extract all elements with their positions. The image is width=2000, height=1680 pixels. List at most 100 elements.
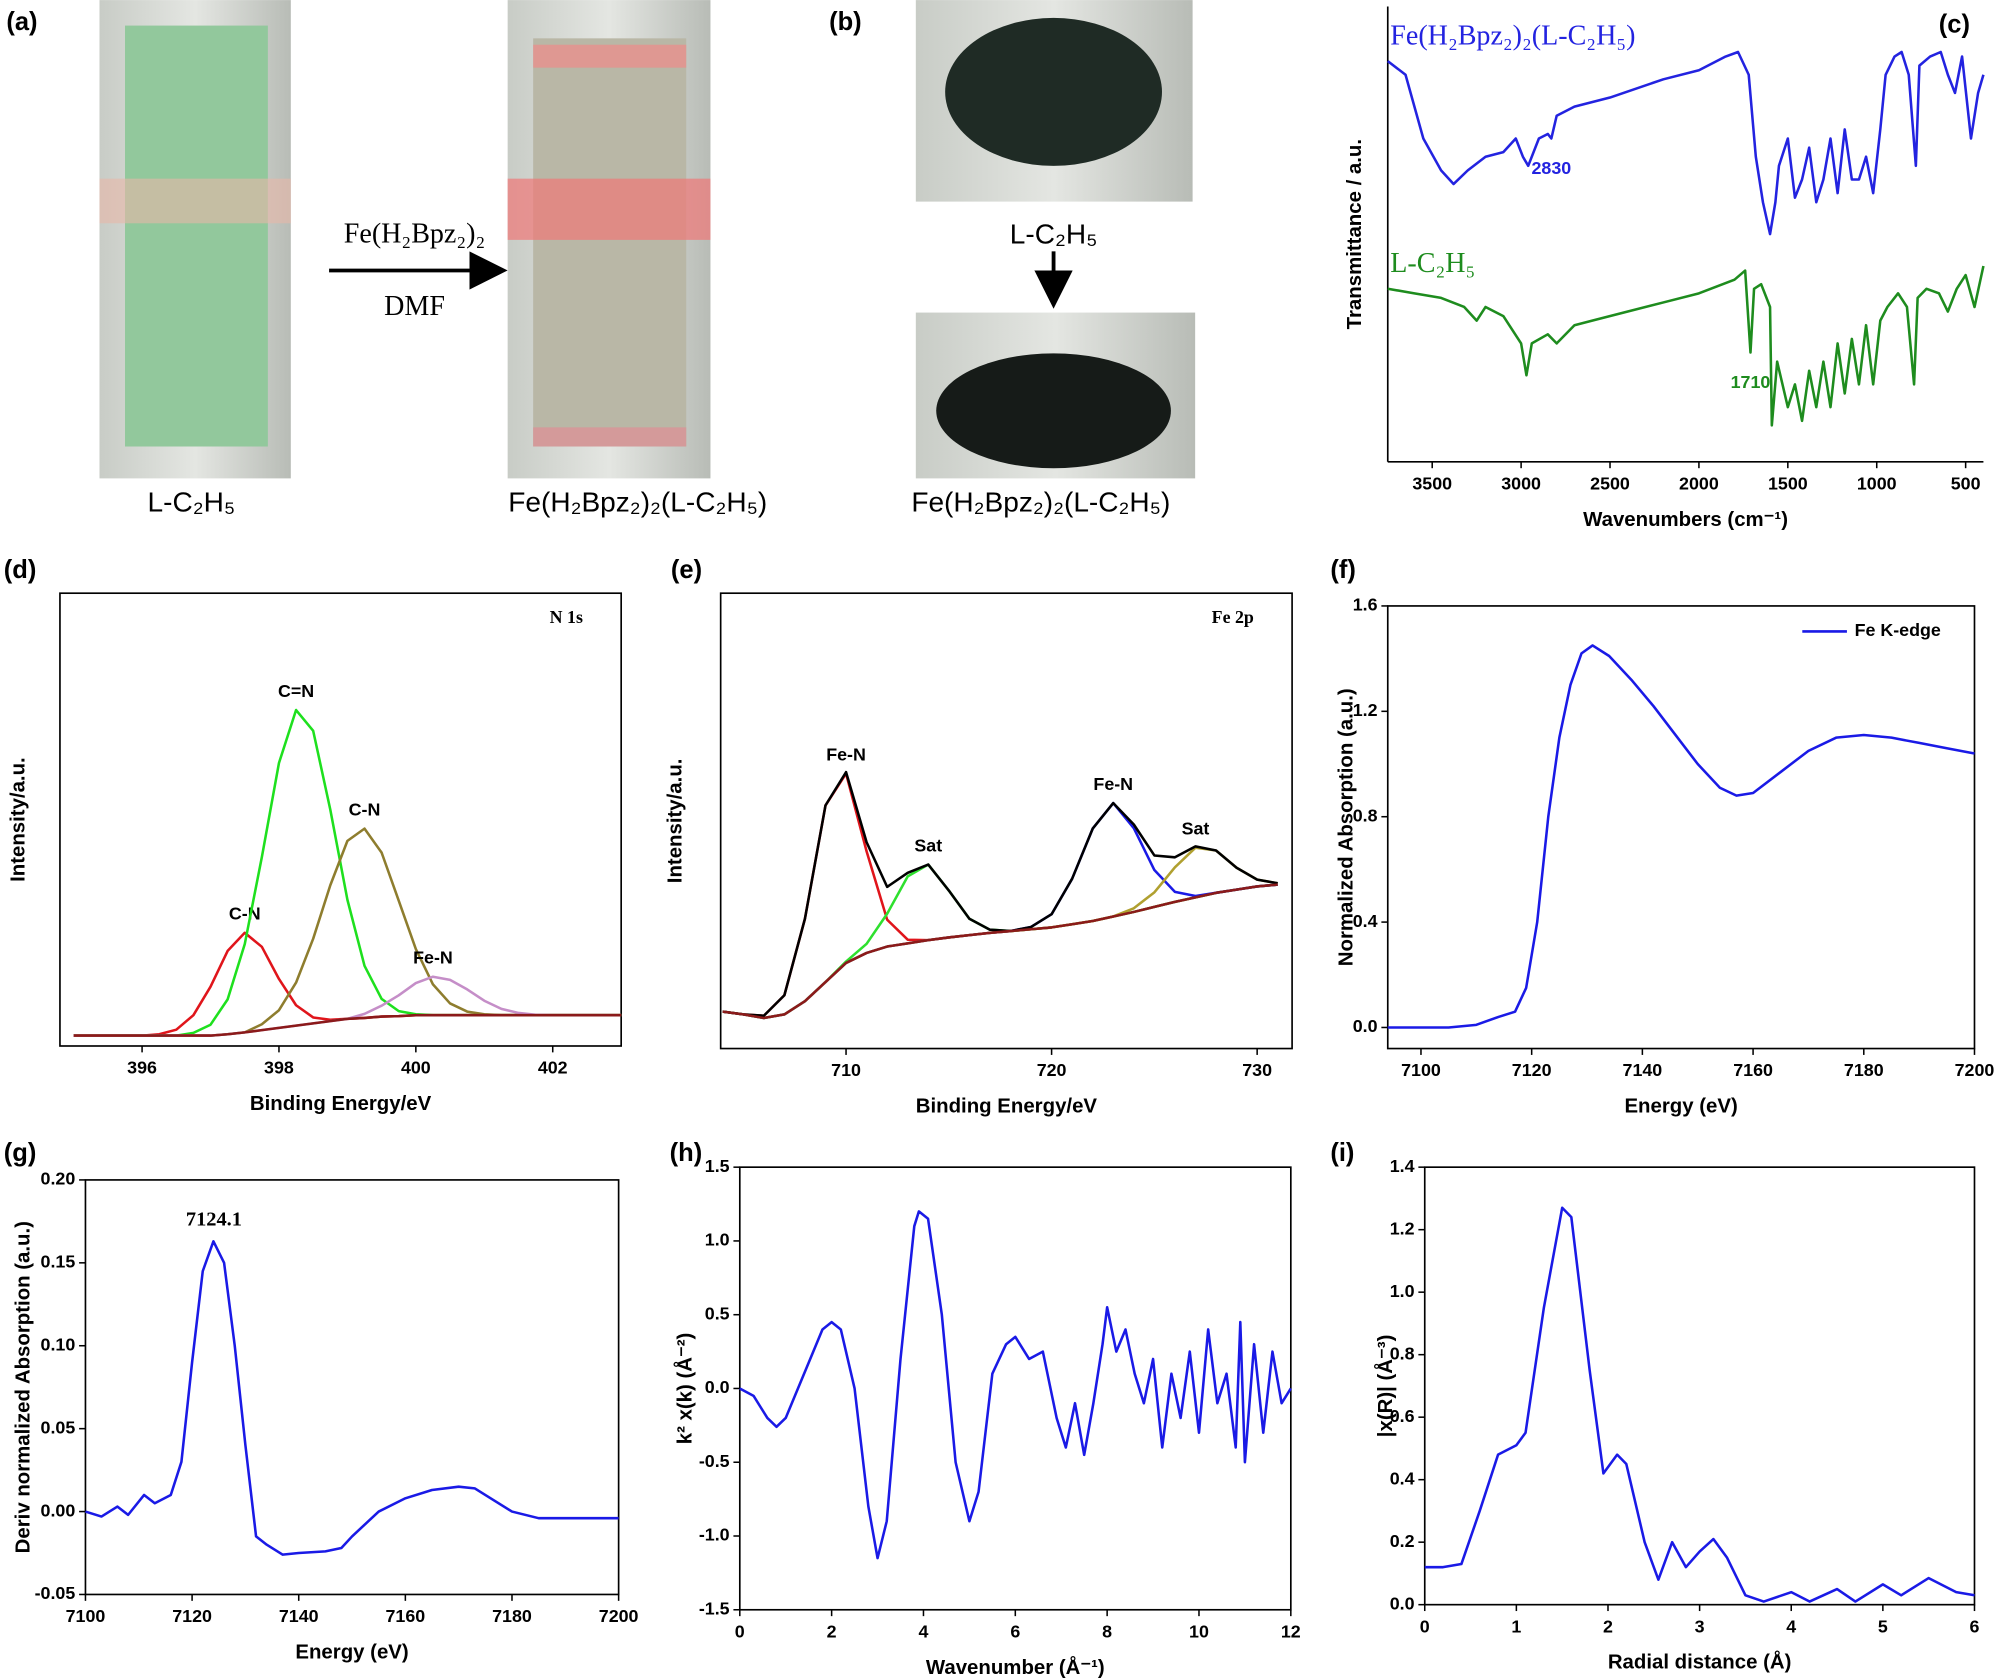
x-axis-title: Wavenumbers (cm⁻¹) (1583, 509, 1788, 531)
x-tick-label: 7180 (492, 1606, 532, 1626)
series-line (1387, 265, 1985, 427)
legend-label: L-C₂H₅ (1390, 248, 1475, 279)
x-tick-label: 10 (1189, 1621, 1209, 1641)
series-line (73, 931, 622, 1037)
peak-label: Sat (1182, 819, 1210, 839)
x-axis-title: Binding Energy/eV (916, 1096, 1098, 1118)
x-tick-label: 3500 (1412, 473, 1452, 493)
peak-label: Fe-N (826, 744, 866, 764)
peak-label: C-N (229, 904, 261, 924)
x-tick-label: 500 (1951, 473, 1981, 493)
x-tick-label: 7200 (599, 1606, 639, 1626)
series-line (73, 975, 622, 1037)
y-tick-label: 0.2 (1390, 1531, 1415, 1551)
x-axis-title: Binding Energy/eV (250, 1093, 432, 1115)
x-axis-title: Energy (eV) (1624, 1096, 1737, 1118)
solvent: DMF (384, 291, 445, 322)
y-tick-label: -1.0 (699, 1525, 730, 1545)
caption: L-C₂H₅ (148, 486, 236, 517)
x-tick-label: 7100 (66, 1606, 106, 1626)
x-tick-label: 400 (401, 1058, 431, 1078)
y-tick-label: 0.15 (41, 1252, 76, 1272)
x-tick-label: 7120 (172, 1606, 212, 1626)
y-tick-label: 0.10 (41, 1334, 76, 1354)
laser-beam (507, 178, 711, 240)
panel-label: (d) (4, 556, 37, 584)
caption: Fe(H₂Bpz₂)₂(L-C₂H₅) (911, 486, 1170, 517)
y-axis-title: Deriv normalized Absorption (a.u.) (13, 1221, 35, 1553)
series-line (722, 883, 1278, 1020)
x-tick-label: 6 (1970, 1616, 1980, 1636)
x-tick-label: 4 (919, 1621, 929, 1641)
y-axis-title: k² x(k) (Å⁻²) (673, 1333, 697, 1445)
x-tick-label: 0 (1420, 1616, 1430, 1636)
x-tick-label: 7160 (1733, 1060, 1773, 1080)
y-tick-label: 0.6 (1390, 1406, 1415, 1426)
plot-frame (59, 592, 623, 1047)
x-tick-label: 3 (1695, 1616, 1705, 1636)
y-axis-title: Intensity/a.u. (664, 759, 686, 884)
x-tick-label: 2000 (1679, 473, 1719, 493)
x-tick-label: 720 (1037, 1060, 1067, 1080)
series-line (1387, 644, 1975, 1029)
plot-frame (1386, 605, 1976, 1050)
x-tick-label: 2 (827, 1621, 837, 1641)
powder (945, 17, 1162, 166)
y-tick-label: -1.5 (699, 1598, 730, 1618)
x-axis-title: Energy (eV) (295, 1642, 408, 1664)
x-tick-label: 1500 (1768, 473, 1808, 493)
x-tick-label: 12 (1281, 1621, 1301, 1641)
solution (533, 38, 687, 447)
series-line (85, 1239, 619, 1556)
panel-label: (f) (1330, 556, 1355, 584)
x-tick-label: 7100 (1401, 1060, 1441, 1080)
peak-label: Sat (914, 835, 942, 855)
y-tick-label: 0.0 (1353, 1016, 1378, 1036)
y-tick-label: 0.0 (1390, 1593, 1415, 1613)
photo-panel-b: (b) L-C₂H₅ Fe(H₂Bpz₂)₂(L-C₂H₅) (829, 0, 1196, 517)
x-tick-label: 7140 (279, 1606, 319, 1626)
reagent: Fe(H₂Bpz₂)₂ (344, 218, 486, 249)
panel-label: (c) (1939, 10, 1970, 38)
x-tick-label: 8 (1102, 1621, 1112, 1641)
y-tick-label: 1.2 (1390, 1218, 1415, 1238)
annotation: N 1s (550, 607, 583, 627)
sediment (533, 427, 687, 447)
series-line (1386, 50, 1985, 236)
x-tick-label: 730 (1242, 1060, 1272, 1080)
y-tick-label: 1.0 (1390, 1281, 1415, 1301)
series-line (73, 1013, 622, 1037)
x-tick-label: 7180 (1844, 1060, 1884, 1080)
plot-frame (1423, 1166, 1976, 1606)
series-line (1424, 1206, 1975, 1603)
y-tick-label: 0.00 (41, 1500, 76, 1520)
x-tick-label: 0 (735, 1621, 745, 1641)
peak-label: C=N (278, 681, 314, 701)
peak-label: C-N (349, 800, 381, 820)
x-tick-label: 3000 (1501, 473, 1541, 493)
x-axis-title: Wavenumber (Å⁻¹) (926, 1655, 1105, 1679)
panel-label: (h) (670, 1139, 703, 1167)
legend-label: Fe K-edge (1855, 620, 1941, 640)
powder (936, 353, 1171, 469)
y-axis-title: Intensity/a.u. (8, 757, 30, 882)
x-tick-label: 6 (1010, 1621, 1020, 1641)
photo-panel-a: (a) L-C₂H₅ Fe(H₂Bpz₂)₂(L-C₂H₅) Fe(H₂Bpz₂… (6, 0, 767, 517)
x-tick-label: 7160 (386, 1606, 426, 1626)
y-tick-label: 1.5 (705, 1156, 730, 1176)
caption: Fe(H₂Bpz₂)₂(L-C₂H₅) (508, 486, 767, 517)
y-tick-label: 1.4 (1390, 1156, 1415, 1176)
y-axis-title: |x(R)| (Å⁻³) (1373, 1335, 1397, 1438)
panel-label: (g) (4, 1139, 37, 1167)
series-line (739, 1210, 1292, 1560)
x-tick-label: 2500 (1590, 473, 1630, 493)
x-tick-label: 4 (1786, 1616, 1796, 1636)
x-tick-label: 5 (1878, 1616, 1888, 1636)
series-line (722, 770, 1278, 1018)
y-tick-label: 0.0 (705, 1377, 730, 1397)
x-axis-title: Radial distance (Å) (1608, 1650, 1792, 1674)
y-tick-label: 0.4 (1353, 911, 1378, 931)
series-line (722, 863, 1278, 1020)
peak-label: Fe-N (1093, 774, 1133, 794)
